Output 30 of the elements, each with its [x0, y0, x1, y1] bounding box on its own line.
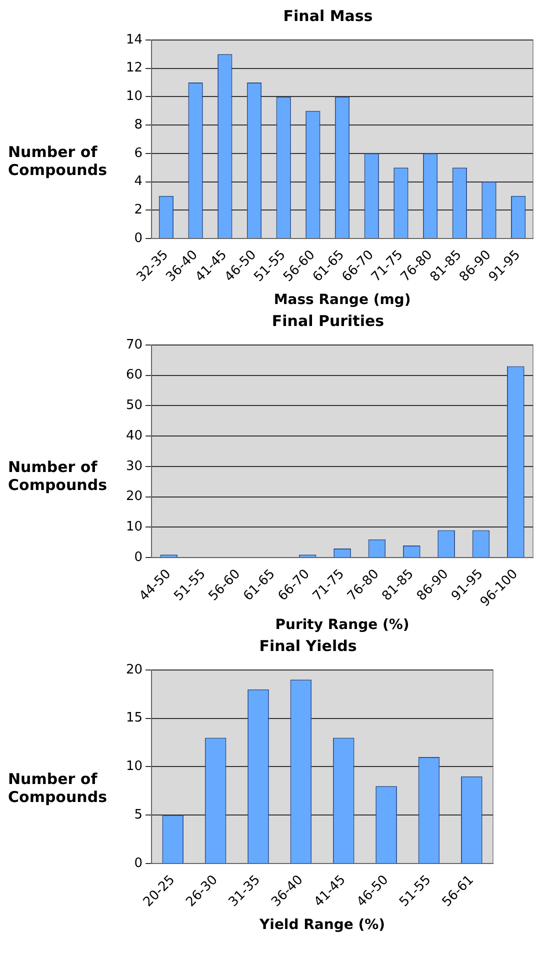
y-tick-label: 6	[134, 146, 143, 161]
chart-title: Final Yields	[259, 636, 357, 655]
y-tick-label: 50	[126, 398, 143, 414]
y-tick-label: 70	[126, 337, 143, 352]
y-tick-label: 30	[126, 458, 143, 474]
y-tick-label: 5	[134, 807, 143, 822]
y-axis-title: Number of Compounds	[8, 142, 108, 178]
y-tick-label: 0	[134, 230, 143, 246]
y-tick-label: 15	[126, 710, 143, 726]
x-axis-title: Purity Range (%)	[275, 617, 410, 634]
y-tick-label: 10	[126, 520, 143, 535]
y-tick-label: 4	[134, 174, 143, 190]
y-tick-label: 40	[126, 428, 143, 444]
y-tick-label: 10	[126, 759, 143, 774]
y-axis-title: Number of Compounds	[8, 770, 108, 806]
x-axis-title: Yield Range (%)	[258, 917, 386, 934]
y-tick-label: 8	[134, 117, 143, 132]
y-tick-label: 12	[126, 60, 143, 76]
chart-title: Final Mass	[283, 6, 373, 25]
y-tick-label: 14	[126, 32, 143, 48]
x-axis-title: Mass Range (mg)	[274, 292, 411, 308]
y-tick-label: 20	[126, 662, 143, 678]
y-tick-label: 60	[126, 368, 143, 383]
y-tick-label: 0	[134, 550, 143, 565]
y-tick-label: 10	[126, 89, 143, 104]
y-tick-label: 0	[134, 856, 143, 871]
y-axis-title: Number of Compounds	[8, 458, 108, 494]
y-tick-label: 20	[126, 489, 143, 504]
y-tick-label: 2	[134, 202, 143, 218]
chart-title: Final Purities	[272, 312, 384, 330]
